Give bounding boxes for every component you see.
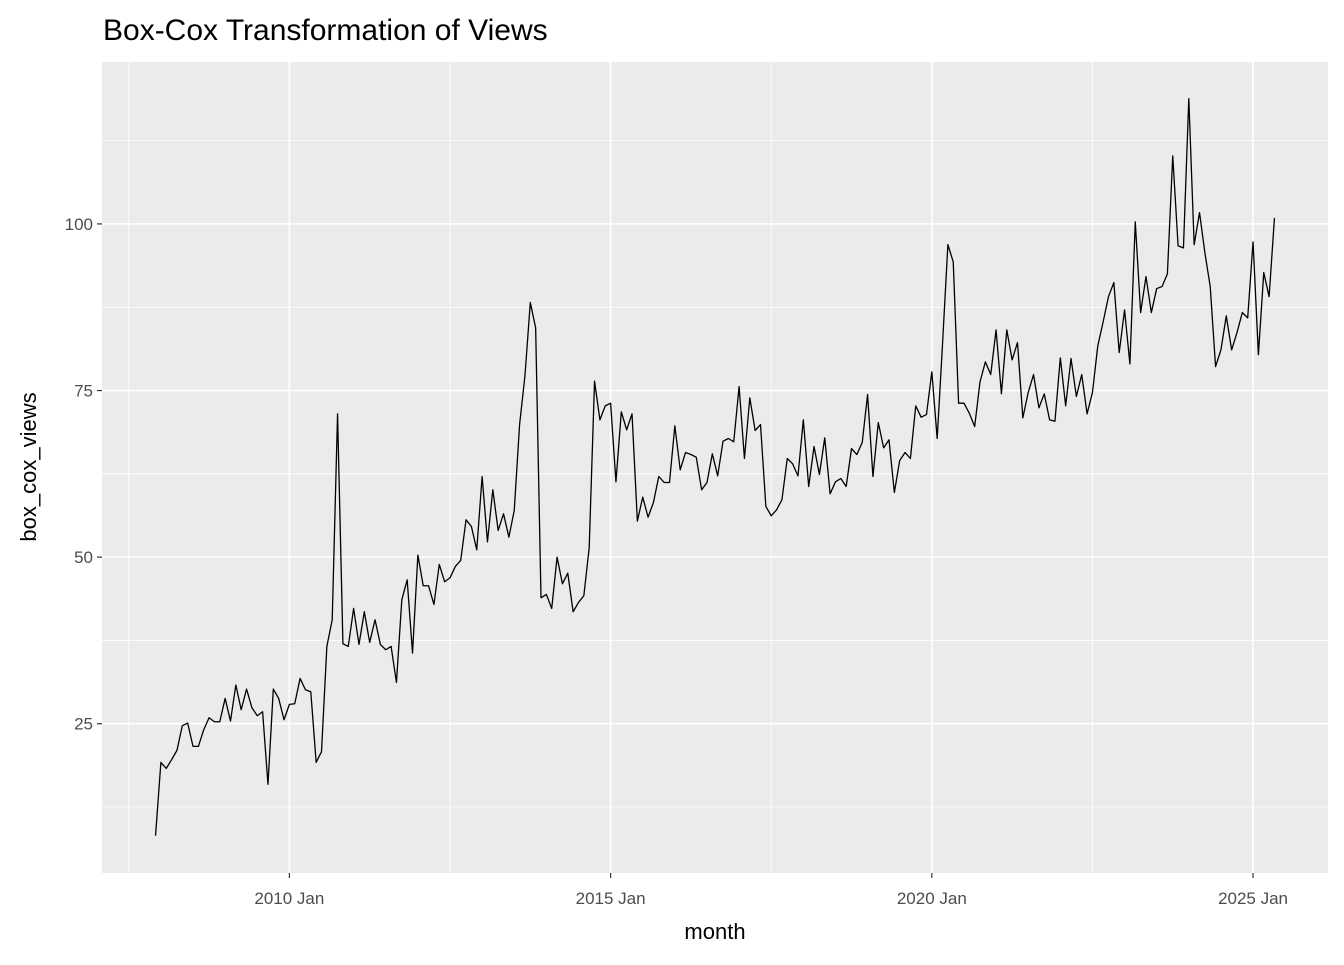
x-tick-label: 2025 Jan: [1218, 889, 1288, 908]
x-tick-label: 2020 Jan: [897, 889, 967, 908]
chart-title: Box-Cox Transformation of Views: [103, 14, 548, 47]
x-axis-title: month: [684, 919, 745, 944]
data-line: [154, 98, 1276, 836]
x-tick-label: 2015 Jan: [576, 889, 646, 908]
y-tick-label: 25: [74, 715, 93, 734]
x-tick-label: 2010 Jan: [254, 889, 324, 908]
grid: [102, 62, 1328, 873]
marks: [154, 98, 1276, 836]
y-tick-label: 75: [74, 382, 93, 401]
y-axis-title: box_cox_views: [16, 392, 41, 541]
y-tick-label: 100: [65, 215, 93, 234]
y-tick-label: 50: [74, 548, 93, 567]
